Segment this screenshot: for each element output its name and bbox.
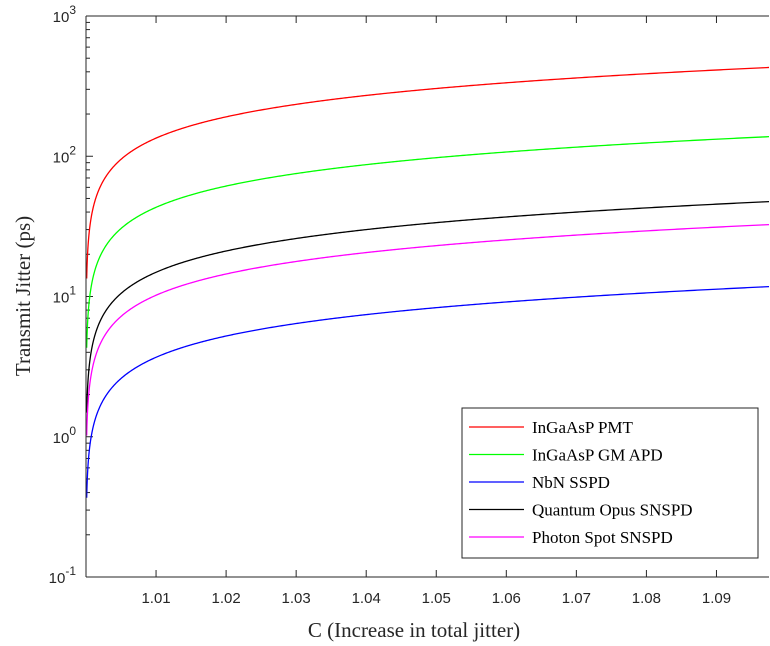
legend-label: Photon Spot SNSPD [532,528,673,547]
series-line-ingaasp-pmt [86,66,770,279]
y-tick-label: 10-1 [49,564,77,587]
y-tick-label: 101 [53,284,77,307]
x-tick-label: 1.08 [632,590,661,607]
legend: InGaAsP PMT InGaAsP GM APD NbN SSPD Quantum… [461,407,759,559]
x-tick-label: 1.06 [492,590,521,607]
y-axis-label: Transmit Jitter (ps) [11,216,35,376]
x-tick-label: 1.03 [282,590,311,607]
y-tick-label: 103 [53,3,77,26]
legend-label: NbN SSPD [532,473,610,492]
x-tick-label: 1.04 [352,590,381,607]
y-axis: 10-1 100 101 102 103 [49,3,93,587]
x-tick-label: 1.07 [562,590,591,607]
series-line-quantum-opus-snspd [86,200,770,413]
x-tick-label: 1.01 [141,590,170,607]
legend-label: InGaAsP PMT [532,418,634,437]
legend-label: InGaAsP GM APD [532,446,663,465]
series-line-ingaasp-gm-apd [86,136,770,348]
x-tick-label: 1.09 [702,590,731,607]
x-tick-label: 1.02 [212,590,241,607]
y-tick-label: 100 [53,424,77,447]
x-tick-label: 1.05 [422,590,451,607]
series-line-photon-spot-snspd [86,223,770,436]
x-axis: 1.01 1.02 1.03 1.04 1.05 1.06 1.07 1.08 1.09 [141,16,731,607]
x-axis-label: C (Increase in total jitter) [308,618,520,642]
legend-box [461,407,759,559]
series-line-nbn-sspd [86,285,770,498]
legend-label: Quantum Opus SNSPD [532,501,693,520]
y-tick-label: 102 [53,143,77,166]
series-lines [86,66,770,498]
